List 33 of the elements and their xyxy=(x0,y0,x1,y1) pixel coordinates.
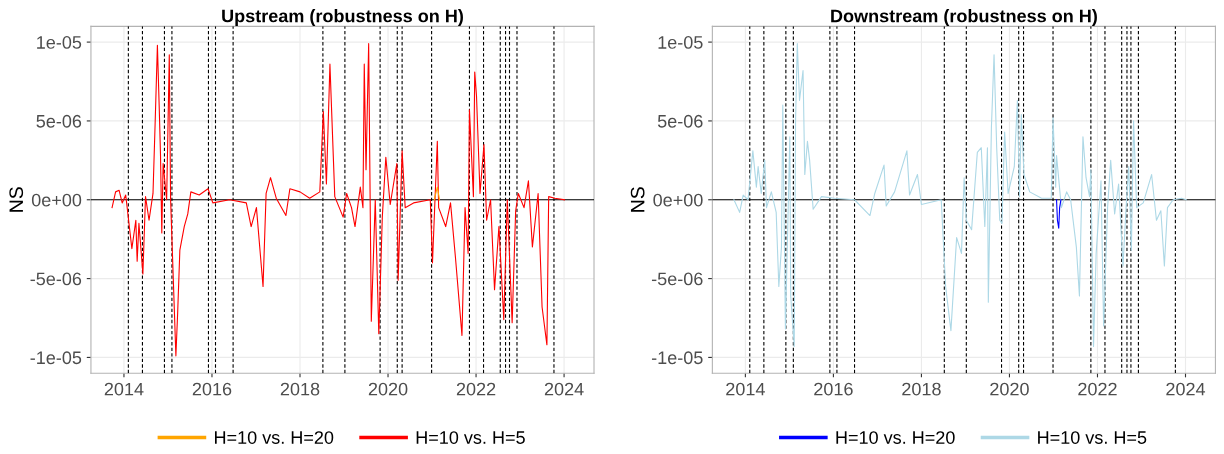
y-tick-label: 0e+00 xyxy=(653,193,703,207)
x-tick-label: 2016 xyxy=(814,382,853,396)
legend-label: H=10 vs. H=20 xyxy=(836,431,955,444)
y-axis-title: NS xyxy=(630,187,645,212)
y-tick-label: -5e-06 xyxy=(651,272,703,286)
x-tick-label: 2014 xyxy=(104,382,144,396)
x-tick-label: 2024 xyxy=(544,382,584,396)
line-series xyxy=(111,43,566,357)
y-tick-label: -5e-06 xyxy=(30,272,82,286)
y-axis-title: NS xyxy=(9,187,24,212)
x-tick-label: 2020 xyxy=(368,382,408,396)
x-tick-label: 2018 xyxy=(280,382,320,396)
chart-title: Upstream (robustness on H) xyxy=(222,9,463,26)
y-tick-label: -1e-05 xyxy=(30,351,82,365)
y-tick-label: 5e-06 xyxy=(36,114,82,128)
x-tick-label: 2018 xyxy=(902,382,941,396)
x-tick-label: 2020 xyxy=(990,382,1029,396)
legend-label: H=10 vs. H=5 xyxy=(1038,431,1147,444)
x-tick-label: 2016 xyxy=(192,382,232,396)
line-series xyxy=(733,43,1187,347)
legend-label: H=10 vs. H=20 xyxy=(215,431,334,444)
y-tick-label: -1e-05 xyxy=(651,351,703,365)
y-tick-label: 1e-05 xyxy=(37,36,82,49)
y-tick-label: 5e-06 xyxy=(657,114,703,128)
x-tick-label: 2022 xyxy=(456,382,496,396)
chart-title: Downstream (robustness on H) xyxy=(831,9,1097,26)
x-tick-label: 2014 xyxy=(726,382,765,396)
y-tick-label: 1e-05 xyxy=(658,36,703,49)
y-tick-label: 0e+00 xyxy=(31,193,82,207)
x-tick-label: 2024 xyxy=(1166,382,1206,396)
line-series xyxy=(1055,199,1062,229)
legend-label: H=10 vs. H=5 xyxy=(416,431,525,444)
x-tick-label: 2022 xyxy=(1078,382,1117,396)
